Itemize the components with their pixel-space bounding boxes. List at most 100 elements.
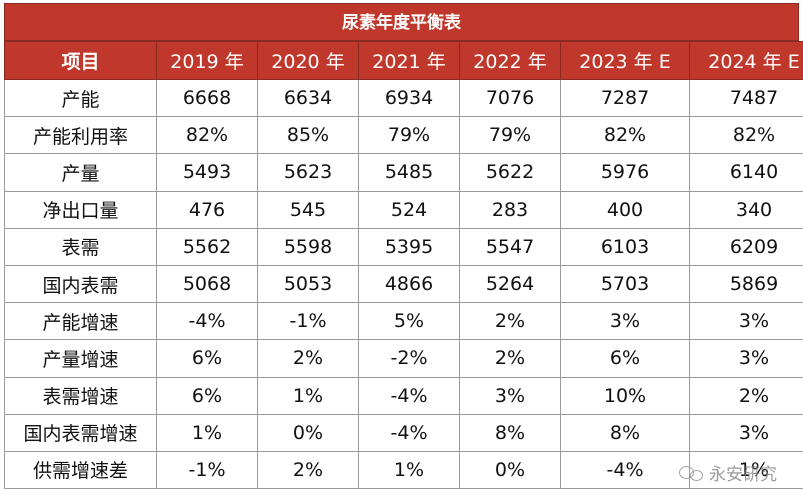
header-cell-2020: 2020 年 <box>257 41 359 80</box>
table-row: 产能 6668 6634 6934 7076 7287 7487 <box>4 78 803 118</box>
table-cell: 2% <box>689 376 803 415</box>
table-cell: 3% <box>689 413 803 452</box>
row-label: 表需增速 <box>4 376 157 415</box>
table-cell: 2% <box>257 450 359 490</box>
row-label: 国内表需 <box>4 264 157 304</box>
table-cell: 82% <box>689 116 803 155</box>
table-cell: 3% <box>689 339 803 378</box>
table-cell: 5547 <box>459 227 561 266</box>
table-cell: -2% <box>358 339 460 378</box>
table-row: 产能增速 -4% -1% 5% 2% 3% 3% <box>4 302 803 341</box>
table-cell: 476 <box>156 190 258 229</box>
table-row: 产能利用率 82% 85% 79% 79% 82% 82% <box>4 116 803 155</box>
table-cell: -1% <box>156 450 258 490</box>
table-cell: 5395 <box>358 227 460 266</box>
watermark: 永安研究 <box>679 460 777 485</box>
table-row: 国内表需增速 1% 0% -4% 8% 8% 3% <box>4 413 803 452</box>
table-cell: -1% <box>257 302 359 341</box>
table-row: 供需增速差 -1% 2% 1% 0% -4% 1% <box>4 450 803 490</box>
table-cell: 5623 <box>257 153 359 192</box>
row-label: 净出口量 <box>4 190 157 229</box>
table-row: 表需增速 6% 1% -4% 3% 10% 2% <box>4 376 803 415</box>
table-cell: 5703 <box>560 264 690 304</box>
table-cell: 8% <box>560 413 690 452</box>
table-cell: 1% <box>689 450 803 490</box>
table-cell: -4% <box>560 450 690 490</box>
table-cell: 6% <box>156 339 258 378</box>
table-cell: 2% <box>459 302 561 341</box>
table-row: 产量增速 6% 2% -2% 2% 6% 3% <box>4 339 803 378</box>
table-cell: 6% <box>560 339 690 378</box>
header-cell-2024e: 2024 年 E <box>689 41 803 80</box>
table-cell: 5493 <box>156 153 258 192</box>
table-row: 净出口量 476 545 524 283 400 340 <box>4 190 803 229</box>
balance-table-container: 尿素年度平衡表 项目 2019 年 2020 年 2021 年 2022 年 2… <box>4 3 803 490</box>
row-label: 供需增速差 <box>4 450 157 490</box>
table-cell: 7076 <box>459 78 561 118</box>
table-cell: 6209 <box>689 227 803 266</box>
table-cell: 3% <box>459 376 561 415</box>
row-label: 产量增速 <box>4 339 157 378</box>
table-body: 产能 6668 6634 6934 7076 7287 7487 产能利用率 82% 85% 79%… <box>4 78 803 490</box>
table-cell: 79% <box>459 116 561 155</box>
table-cell: 6668 <box>156 78 258 118</box>
header-cell-2021: 2021 年 <box>358 41 460 80</box>
table-cell: 5485 <box>358 153 460 192</box>
table-cell: -4% <box>358 413 460 452</box>
table-cell: 1% <box>257 376 359 415</box>
table-cell: 85% <box>257 116 359 155</box>
table-cell: 4866 <box>358 264 460 304</box>
table-cell: 7487 <box>689 78 803 118</box>
table-cell: -4% <box>358 376 460 415</box>
table-cell: 0% <box>459 450 561 490</box>
row-label: 表需 <box>4 227 157 266</box>
header-cell-item: 项目 <box>4 41 157 80</box>
table-cell: 7287 <box>560 78 690 118</box>
table-cell: 5598 <box>257 227 359 266</box>
balance-table: 项目 2019 年 2020 年 2021 年 2022 年 2023 年 E … <box>4 41 803 490</box>
watermark-text: 永安研究 <box>709 465 777 485</box>
table-cell: 5562 <box>156 227 258 266</box>
table-cell: 0% <box>257 413 359 452</box>
table-cell: 400 <box>560 190 690 229</box>
table-cell: 1% <box>358 450 460 490</box>
table-cell: 6140 <box>689 153 803 192</box>
table-cell: 6% <box>156 376 258 415</box>
table-cell: 524 <box>358 190 460 229</box>
table-cell: 6634 <box>257 78 359 118</box>
table-cell: 6934 <box>358 78 460 118</box>
table-cell: 3% <box>689 302 803 341</box>
row-label: 产量 <box>4 153 157 192</box>
table-row: 国内表需 5068 5053 4866 5264 5703 5869 <box>4 264 803 304</box>
table-cell: 340 <box>689 190 803 229</box>
row-label: 产能利用率 <box>4 116 157 155</box>
table-cell: 10% <box>560 376 690 415</box>
table-cell: 283 <box>459 190 561 229</box>
header-cell-2019: 2019 年 <box>156 41 258 80</box>
row-label: 国内表需增速 <box>4 413 157 452</box>
table-cell: 5976 <box>560 153 690 192</box>
table-cell: 2% <box>459 339 561 378</box>
table-cell: 545 <box>257 190 359 229</box>
table-cell: 5622 <box>459 153 561 192</box>
table-title: 尿素年度平衡表 <box>4 3 799 41</box>
table-cell: 82% <box>560 116 690 155</box>
table-cell: -4% <box>156 302 258 341</box>
row-label: 产能 <box>4 78 157 118</box>
table-cell: 3% <box>560 302 690 341</box>
table-cell: 5869 <box>689 264 803 304</box>
header-cell-2022: 2022 年 <box>459 41 561 80</box>
header-row: 项目 2019 年 2020 年 2021 年 2022 年 2023 年 E … <box>4 41 803 80</box>
table-cell: 82% <box>156 116 258 155</box>
table-cell: 8% <box>459 413 561 452</box>
table-row: 表需 5562 5598 5395 5547 6103 6209 <box>4 227 803 266</box>
table-cell: 5068 <box>156 264 258 304</box>
header-cell-2023e: 2023 年 E <box>560 41 690 80</box>
table-row: 产量 5493 5623 5485 5622 5976 6140 <box>4 153 803 192</box>
table-cell: 5053 <box>257 264 359 304</box>
table-cell: 5264 <box>459 264 561 304</box>
table-cell: 79% <box>358 116 460 155</box>
table-cell: 2% <box>257 339 359 378</box>
wechat-icon <box>679 464 705 482</box>
table-cell: 1% <box>156 413 258 452</box>
